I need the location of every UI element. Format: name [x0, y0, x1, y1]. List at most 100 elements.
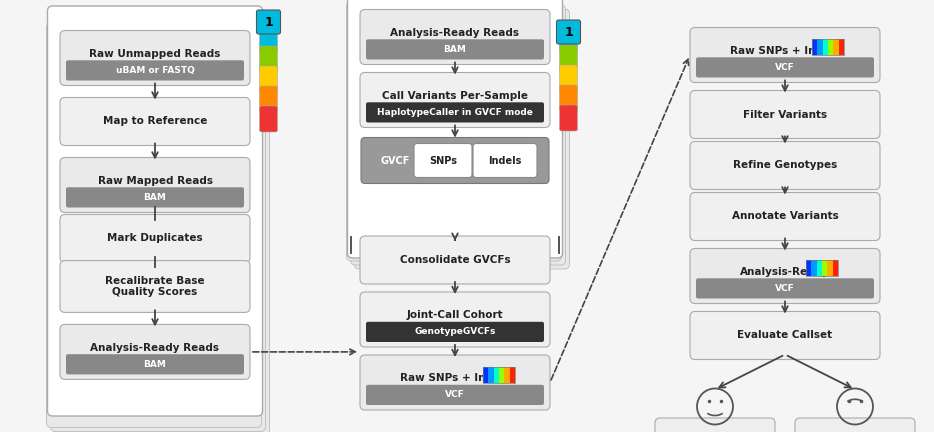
FancyBboxPatch shape	[690, 28, 880, 83]
FancyBboxPatch shape	[690, 193, 880, 241]
FancyBboxPatch shape	[690, 90, 880, 139]
Bar	[510, 366, 515, 382]
Text: Indels: Indels	[488, 156, 522, 165]
Bar	[504, 366, 510, 382]
Text: 1: 1	[264, 16, 273, 29]
Bar	[817, 39, 823, 55]
Bar	[812, 39, 844, 55]
FancyBboxPatch shape	[50, 26, 265, 432]
FancyBboxPatch shape	[60, 31, 250, 86]
Text: BAM: BAM	[144, 193, 166, 202]
Bar	[483, 366, 488, 382]
FancyBboxPatch shape	[260, 46, 277, 72]
FancyBboxPatch shape	[473, 143, 537, 178]
Text: BAM: BAM	[144, 360, 166, 369]
FancyBboxPatch shape	[347, 1, 561, 261]
FancyBboxPatch shape	[361, 137, 549, 184]
FancyBboxPatch shape	[795, 418, 915, 432]
FancyBboxPatch shape	[655, 418, 775, 432]
FancyBboxPatch shape	[355, 9, 570, 269]
Bar	[806, 260, 812, 276]
Text: Raw Unmapped Reads: Raw Unmapped Reads	[90, 49, 220, 59]
FancyBboxPatch shape	[48, 6, 262, 416]
FancyBboxPatch shape	[696, 278, 874, 299]
FancyBboxPatch shape	[360, 292, 550, 347]
Text: Analysis-Ready: Analysis-Ready	[741, 267, 829, 277]
Bar	[833, 39, 839, 55]
Bar	[828, 39, 833, 55]
FancyBboxPatch shape	[60, 98, 250, 146]
FancyBboxPatch shape	[690, 248, 880, 304]
Text: Refine Genotypes: Refine Genotypes	[733, 161, 837, 171]
FancyBboxPatch shape	[260, 66, 277, 92]
FancyBboxPatch shape	[360, 10, 550, 64]
FancyBboxPatch shape	[559, 85, 577, 111]
FancyBboxPatch shape	[414, 143, 472, 178]
FancyBboxPatch shape	[690, 311, 880, 359]
FancyBboxPatch shape	[66, 354, 244, 375]
Bar	[833, 260, 838, 276]
Text: 1: 1	[564, 25, 573, 38]
FancyBboxPatch shape	[559, 45, 577, 71]
FancyBboxPatch shape	[366, 102, 544, 123]
Text: Raw SNPs + Indels: Raw SNPs + Indels	[730, 46, 840, 56]
Text: Raw Mapped Reads: Raw Mapped Reads	[97, 176, 213, 186]
FancyBboxPatch shape	[559, 105, 577, 131]
Text: Filter Variants: Filter Variants	[743, 109, 828, 120]
Bar	[828, 260, 833, 276]
FancyBboxPatch shape	[260, 86, 277, 112]
FancyBboxPatch shape	[690, 142, 880, 190]
FancyBboxPatch shape	[60, 324, 250, 379]
FancyBboxPatch shape	[60, 260, 250, 312]
Text: Evaluate Callset: Evaluate Callset	[738, 330, 832, 340]
FancyBboxPatch shape	[257, 10, 280, 34]
FancyBboxPatch shape	[347, 0, 562, 258]
Bar	[806, 260, 838, 276]
Bar	[839, 39, 844, 55]
FancyBboxPatch shape	[350, 5, 565, 265]
FancyBboxPatch shape	[60, 158, 250, 213]
Text: Map to Reference: Map to Reference	[103, 117, 207, 127]
FancyBboxPatch shape	[60, 215, 250, 263]
FancyBboxPatch shape	[366, 322, 544, 342]
Text: Joint-Call Cohort: Joint-Call Cohort	[406, 311, 503, 321]
Text: VCF: VCF	[446, 391, 465, 400]
Bar	[823, 39, 828, 55]
Text: VCF: VCF	[775, 284, 795, 293]
Text: GVCF: GVCF	[380, 156, 410, 165]
Bar	[822, 260, 828, 276]
FancyBboxPatch shape	[260, 26, 277, 52]
FancyBboxPatch shape	[696, 57, 874, 77]
Bar	[488, 366, 494, 382]
Text: HaplotypeCaller in GVCF mode: HaplotypeCaller in GVCF mode	[377, 108, 533, 117]
FancyBboxPatch shape	[47, 22, 262, 428]
FancyBboxPatch shape	[366, 385, 544, 405]
Text: Call Variants Per-Sample: Call Variants Per-Sample	[382, 91, 528, 101]
Bar	[499, 366, 504, 382]
Text: Recalibrate Base
Quality Scores: Recalibrate Base Quality Scores	[106, 276, 205, 297]
Text: Mark Duplicates: Mark Duplicates	[107, 234, 203, 244]
Text: Analysis-Ready Reads: Analysis-Ready Reads	[390, 28, 519, 38]
Text: Consolidate GVCFs: Consolidate GVCFs	[400, 255, 510, 265]
Text: Analysis-Ready Reads: Analysis-Ready Reads	[91, 343, 219, 353]
Text: VCF: VCF	[775, 63, 795, 72]
FancyBboxPatch shape	[66, 60, 244, 80]
FancyBboxPatch shape	[360, 236, 550, 284]
FancyBboxPatch shape	[559, 65, 577, 91]
Text: uBAM or FASTQ: uBAM or FASTQ	[116, 66, 194, 75]
Text: SNPs: SNPs	[429, 156, 457, 165]
FancyBboxPatch shape	[366, 39, 544, 60]
Bar	[494, 366, 499, 382]
Bar	[812, 39, 817, 55]
Bar	[483, 366, 515, 382]
FancyBboxPatch shape	[559, 25, 577, 51]
FancyBboxPatch shape	[260, 106, 277, 132]
Text: BAM: BAM	[444, 45, 466, 54]
FancyBboxPatch shape	[557, 20, 581, 44]
FancyBboxPatch shape	[66, 187, 244, 207]
Text: Annotate Variants: Annotate Variants	[731, 212, 839, 222]
FancyBboxPatch shape	[360, 355, 550, 410]
FancyBboxPatch shape	[360, 73, 550, 127]
Text: Raw SNPs + Indels: Raw SNPs + Indels	[400, 373, 510, 384]
Bar	[816, 260, 822, 276]
